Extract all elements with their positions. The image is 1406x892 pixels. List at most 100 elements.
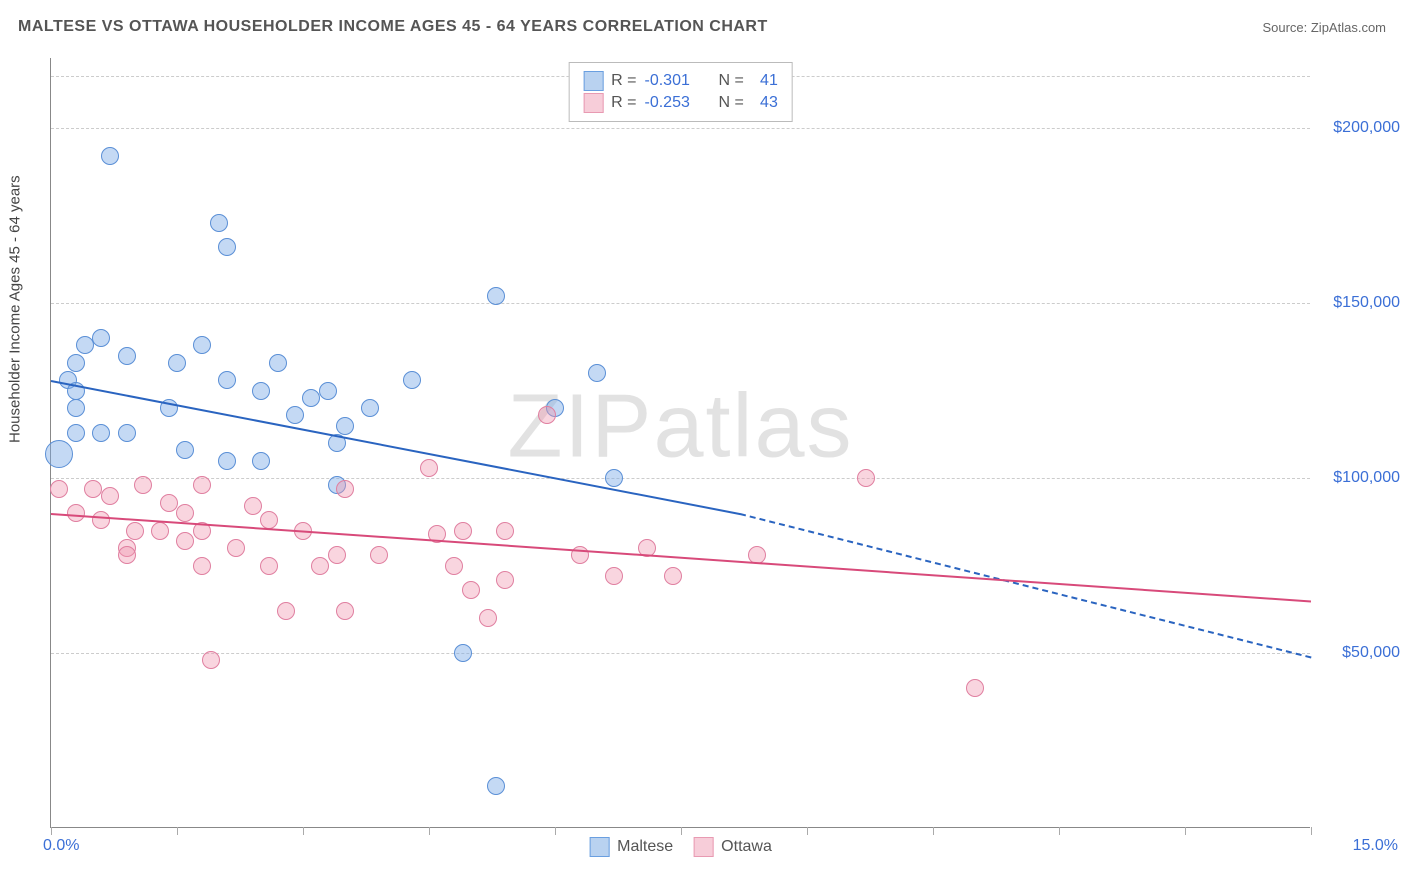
data-point — [176, 504, 194, 522]
correlation-legend: R =-0.301N =41R =-0.253N =43 — [568, 62, 793, 122]
gridline — [51, 478, 1310, 479]
data-point — [151, 522, 169, 540]
legend-swatch — [583, 93, 603, 113]
x-axis-max-label: 15.0% — [1353, 837, 1398, 855]
data-point — [496, 522, 514, 540]
data-point — [462, 581, 480, 599]
legend-item: Ottawa — [693, 837, 772, 857]
y-tick-label: $200,000 — [1333, 119, 1400, 137]
data-point — [336, 480, 354, 498]
legend-row: R = -0.253 N = 43 — [583, 93, 778, 113]
data-point — [126, 522, 144, 540]
chart-plot-area: ZIPatlas Householder Income Ages 45 - 64… — [50, 58, 1310, 828]
data-point — [454, 644, 472, 662]
data-point — [403, 371, 421, 389]
trend-line — [740, 513, 1312, 658]
x-tick — [1059, 827, 1060, 835]
data-point — [445, 557, 463, 575]
chart-title: MALTESE VS OTTAWA HOUSEHOLDER INCOME AGE… — [18, 18, 768, 36]
data-point — [857, 469, 875, 487]
data-point — [605, 469, 623, 487]
data-point — [328, 546, 346, 564]
n-value: 41 — [752, 72, 778, 90]
data-point — [45, 440, 73, 468]
data-point — [244, 497, 262, 515]
data-point — [76, 336, 94, 354]
x-tick — [429, 827, 430, 835]
source-attribution: Source: ZipAtlas.com — [1262, 20, 1386, 35]
data-point — [168, 354, 186, 372]
n-value: 43 — [752, 94, 778, 112]
data-point — [487, 287, 505, 305]
gridline — [51, 653, 1310, 654]
data-point — [176, 441, 194, 459]
y-tick-label: $150,000 — [1333, 294, 1400, 312]
trend-line — [51, 380, 740, 515]
data-point — [420, 459, 438, 477]
data-point — [202, 651, 220, 669]
data-point — [92, 511, 110, 529]
series-name: Ottawa — [721, 838, 772, 856]
data-point — [260, 511, 278, 529]
data-point — [210, 214, 228, 232]
y-tick-label: $50,000 — [1342, 644, 1400, 662]
data-point — [118, 424, 136, 442]
data-point — [286, 406, 304, 424]
data-point — [260, 557, 278, 575]
data-point — [160, 494, 178, 512]
data-point — [92, 424, 110, 442]
data-point — [218, 238, 236, 256]
data-point — [336, 417, 354, 435]
y-tick-label: $100,000 — [1333, 469, 1400, 487]
data-point — [193, 557, 211, 575]
data-point — [67, 399, 85, 417]
x-tick — [1185, 827, 1186, 835]
data-point — [227, 539, 245, 557]
legend-item: Maltese — [589, 837, 673, 857]
data-point — [487, 777, 505, 795]
r-label: R = — [611, 94, 636, 112]
watermark: ZIPatlas — [507, 376, 853, 479]
data-point — [67, 504, 85, 522]
x-tick — [681, 827, 682, 835]
data-point — [118, 546, 136, 564]
data-point — [252, 452, 270, 470]
data-point — [67, 424, 85, 442]
data-point — [101, 487, 119, 505]
data-point — [311, 557, 329, 575]
data-point — [479, 609, 497, 627]
legend-swatch — [589, 837, 609, 857]
data-point — [454, 522, 472, 540]
r-label: R = — [611, 72, 636, 90]
data-point — [269, 354, 287, 372]
r-value: -0.253 — [645, 94, 703, 112]
data-point — [176, 532, 194, 550]
data-point — [67, 354, 85, 372]
series-legend: Maltese Ottawa — [589, 837, 772, 857]
data-point — [134, 476, 152, 494]
data-point — [101, 147, 119, 165]
data-point — [50, 480, 68, 498]
data-point — [92, 329, 110, 347]
x-tick — [555, 827, 556, 835]
n-label: N = — [719, 94, 744, 112]
data-point — [302, 389, 320, 407]
data-point — [277, 602, 295, 620]
data-point — [118, 347, 136, 365]
data-point — [588, 364, 606, 382]
gridline — [51, 303, 1310, 304]
x-axis-min-label: 0.0% — [43, 837, 79, 855]
data-point — [193, 336, 211, 354]
data-point — [252, 382, 270, 400]
data-point — [370, 546, 388, 564]
x-tick — [807, 827, 808, 835]
legend-swatch — [583, 71, 603, 91]
trend-line — [51, 513, 1311, 602]
x-tick — [177, 827, 178, 835]
x-tick — [303, 827, 304, 835]
data-point — [218, 371, 236, 389]
gridline — [51, 128, 1310, 129]
data-point — [664, 567, 682, 585]
data-point — [605, 567, 623, 585]
x-tick — [1311, 827, 1312, 835]
